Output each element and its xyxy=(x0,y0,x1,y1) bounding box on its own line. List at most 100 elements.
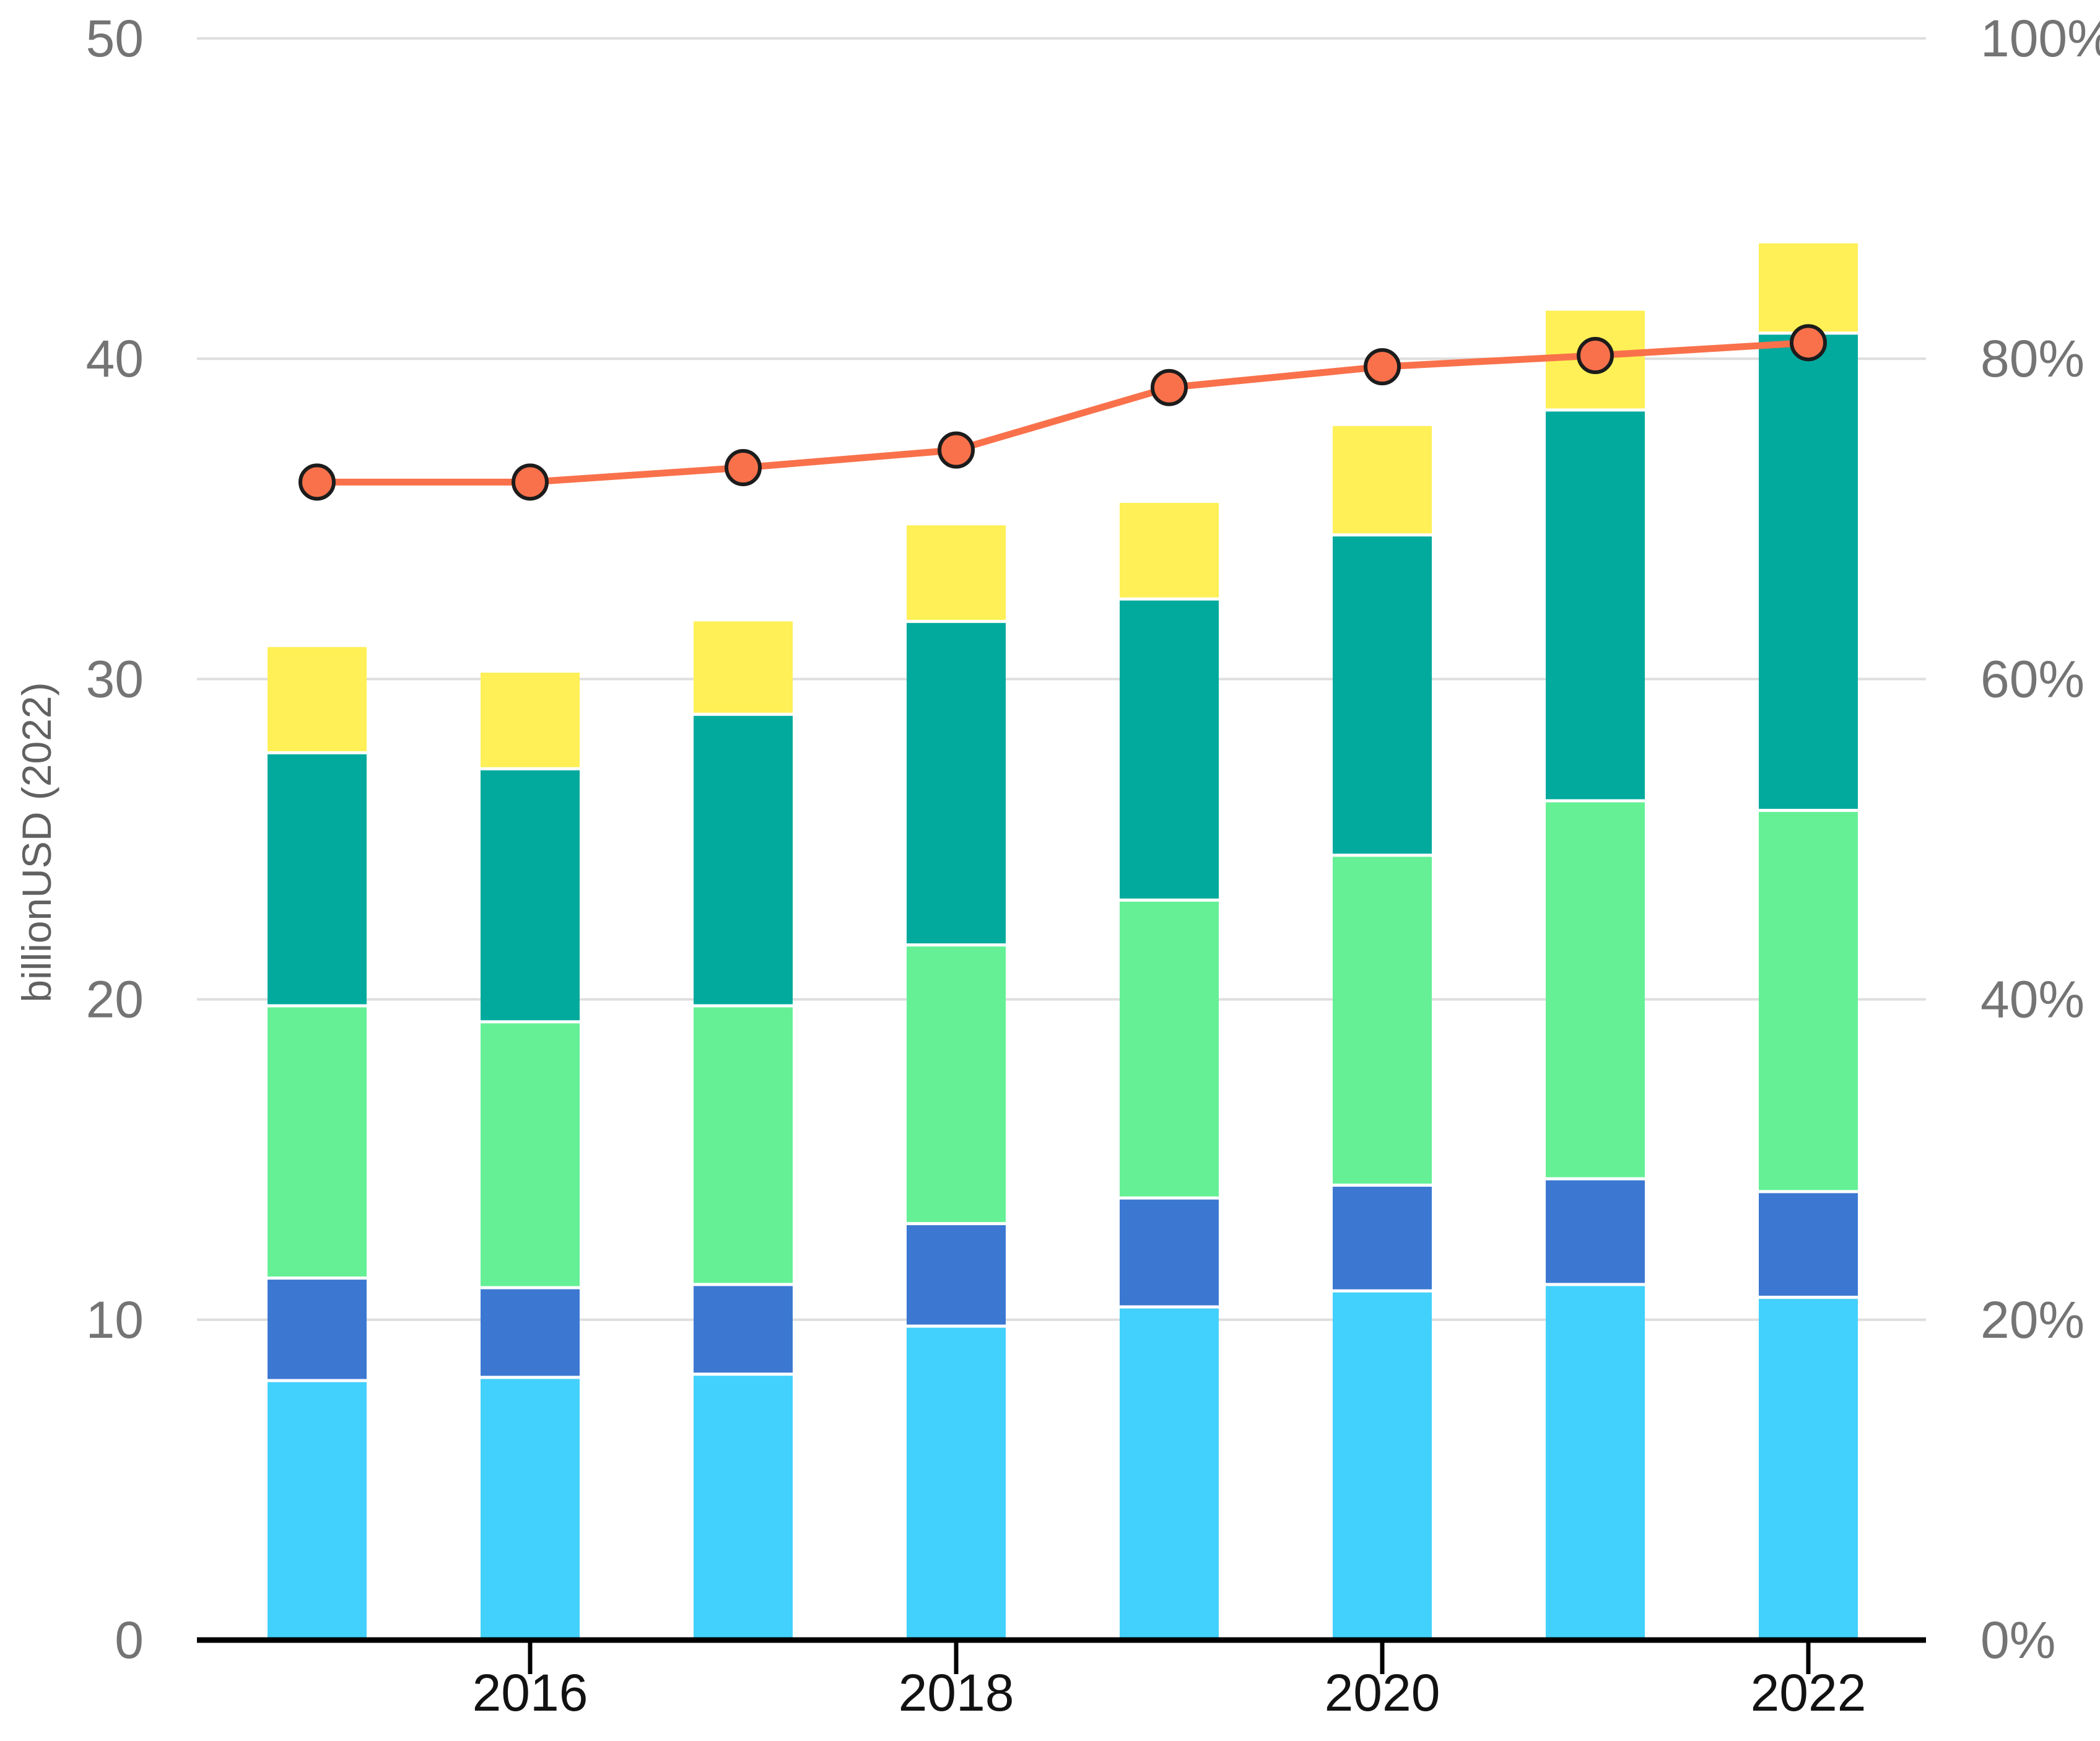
x-axis-tick xyxy=(954,1640,959,1674)
trend-point-2015 xyxy=(298,463,336,501)
segment-separator xyxy=(481,1020,580,1024)
segment-separator xyxy=(1333,853,1432,857)
x-axis-tick xyxy=(1380,1640,1385,1674)
bar-2020-royal-blue-segment xyxy=(1333,1185,1432,1291)
y-axis-tick-label-right: 0% xyxy=(1980,1611,2055,1669)
gridline xyxy=(197,37,1926,40)
bar-2015-royal-blue-segment xyxy=(268,1278,367,1381)
segment-separator xyxy=(1120,898,1219,902)
segment-separator xyxy=(1333,1289,1432,1293)
trend-line xyxy=(313,339,1812,486)
bar-2018-yellow-top-segment xyxy=(907,525,1006,622)
bar-2019-yellow-top-segment xyxy=(1120,502,1219,600)
bar-2018-light-green-segment xyxy=(907,945,1006,1224)
segment-separator xyxy=(268,1379,367,1382)
axis-layer xyxy=(197,1637,1926,1674)
trend-point-2022 xyxy=(1790,324,1827,362)
bar-2022-royal-blue-segment xyxy=(1759,1191,1858,1298)
segment-separator xyxy=(1546,1283,1645,1286)
y-axis-tick-label-left: 30 xyxy=(86,650,144,708)
y-axis-tick-label-left: 40 xyxy=(86,329,144,388)
x-axis-line xyxy=(197,1637,1926,1643)
gridline xyxy=(197,678,1926,681)
segment-separator xyxy=(1546,799,1645,803)
x-axis-tick xyxy=(528,1640,533,1674)
bar-2020-light-blue-bottom-segment xyxy=(1333,1291,1432,1640)
bar-2017-royal-blue-segment xyxy=(694,1284,793,1374)
bar-2015-yellow-top-segment xyxy=(268,647,367,753)
bar-2015-teal-segment xyxy=(268,753,367,1006)
segment-separator xyxy=(1120,1196,1219,1200)
bar-2019-royal-blue-segment xyxy=(1120,1198,1219,1307)
bar-2016-yellow-top-segment xyxy=(481,673,580,769)
bar-2021-light-blue-bottom-segment xyxy=(1546,1284,1645,1640)
bar-2015-light-blue-bottom-segment xyxy=(268,1381,367,1640)
bar-2020-teal-segment xyxy=(1333,535,1432,855)
label-layer: 0 10 20 30 40 50 0% 20% 40% 60% 80% 100% 2016 2018 202… xyxy=(86,9,2100,1722)
bar-2016-royal-blue-segment xyxy=(481,1288,580,1377)
bar-2019-teal-segment xyxy=(1120,599,1219,901)
segment-separator xyxy=(1333,1184,1432,1187)
bar-2017-light-green-segment xyxy=(694,1005,793,1285)
segment-separator xyxy=(907,619,1006,623)
bar-2018-light-blue-bottom-segment xyxy=(907,1326,1006,1640)
segment-separator xyxy=(1546,1177,1645,1180)
bar-2017-yellow-top-segment xyxy=(694,621,793,715)
trend-point-2017 xyxy=(725,449,762,487)
segment-separator xyxy=(1120,1305,1219,1309)
segment-separator xyxy=(694,1283,793,1286)
segment-separator xyxy=(268,1004,367,1008)
y-axis-tick-label-right: 80% xyxy=(1980,329,2085,388)
y-axis-tick-label-left: 10 xyxy=(86,1291,144,1349)
segment-separator xyxy=(907,943,1006,947)
x-axis-tick-label: 2018 xyxy=(899,1664,1014,1722)
bar-2019-light-green-segment xyxy=(1120,900,1219,1198)
gridline xyxy=(197,357,1926,360)
bar-2017-light-blue-bottom-segment xyxy=(694,1374,793,1640)
bar-2019-light-blue-bottom-segment xyxy=(1120,1307,1219,1640)
bar-2022-light-blue-bottom-segment xyxy=(1759,1297,1858,1640)
y-axis-tick-label-left: 0 xyxy=(115,1611,144,1669)
bar-2018-royal-blue-segment xyxy=(907,1223,1006,1327)
x-axis-tick-label: 2016 xyxy=(473,1664,588,1722)
segment-separator xyxy=(694,1004,793,1008)
y-axis-tick-label-left: 20 xyxy=(86,971,144,1029)
trend-point-2018 xyxy=(938,431,975,469)
segment-separator xyxy=(1759,1190,1858,1193)
bar-2020-light-green-segment xyxy=(1333,855,1432,1185)
trend-point-2016 xyxy=(512,463,549,501)
gridline xyxy=(197,1318,1926,1321)
x-axis-tick-label: 2022 xyxy=(1751,1664,1867,1722)
bar-2021-teal-segment xyxy=(1546,409,1645,801)
segment-separator xyxy=(268,1276,367,1280)
x-axis-tick xyxy=(1806,1640,1811,1674)
segment-separator xyxy=(268,751,367,754)
segment-separator xyxy=(907,1222,1006,1226)
bar-2022-light-green-segment xyxy=(1759,810,1858,1192)
segment-separator xyxy=(1759,808,1858,812)
segment-separator xyxy=(1333,533,1432,537)
bar-2016-light-green-segment xyxy=(481,1021,580,1288)
bar-2018-teal-segment xyxy=(907,621,1006,945)
trend-point-2021 xyxy=(1577,337,1614,375)
bar-2015-light-green-segment xyxy=(268,1005,367,1278)
gridline xyxy=(197,998,1926,1001)
trend-point-2019 xyxy=(1151,369,1188,406)
bar-2016-teal-segment xyxy=(481,769,580,1022)
segment-separator xyxy=(694,1372,793,1376)
trend-point-2020 xyxy=(1364,348,1401,386)
segment-separator xyxy=(1759,1296,1858,1299)
bar-2021-light-green-segment xyxy=(1546,800,1645,1179)
bar-2021-royal-blue-segment xyxy=(1546,1179,1645,1285)
segment-separator xyxy=(907,1324,1006,1328)
bar-2022-teal-segment xyxy=(1759,333,1858,811)
segment-separator xyxy=(694,712,793,716)
y-axis-title: billionUSD (2022) xyxy=(14,682,59,1002)
y-axis-tick-label-left: 50 xyxy=(86,9,144,68)
line-layer xyxy=(298,324,1827,501)
segment-separator xyxy=(1546,408,1645,412)
y-axis-tick-label-right: 20% xyxy=(1980,1291,2085,1349)
segment-separator xyxy=(1120,597,1219,601)
